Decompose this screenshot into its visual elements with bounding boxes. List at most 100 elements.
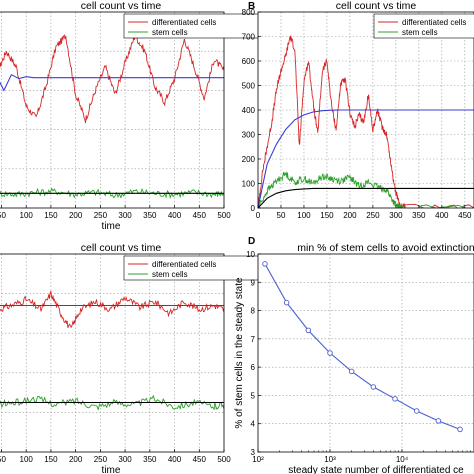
x-tick-label: 300 [118,211,132,220]
legend-box [123,255,263,281]
x-tick-label: 300 [389,211,403,220]
x-tick-label: 250 [94,211,108,220]
x-tick-label: 100 [20,211,34,220]
x-tick-label: 350 [143,455,157,464]
chart-panel-c: 50 100 150 200 250 300 350 400 450 500 cell count … [0,242,263,474]
legend-label: stem cells [152,270,188,279]
x-tick-label: 450 [458,211,472,220]
x-tick-label: 10³ [324,455,336,464]
x-tick-label: 200 [69,455,83,464]
data-point [262,261,268,267]
data-point [457,426,463,433]
series-line-1 [264,263,461,430]
plot-frame [0,253,225,453]
y-tick-label: 100 [242,180,256,189]
data-point [435,418,442,424]
chart-panel-b: 0 50 100 150 200 250 300 350 400 450 0 100 200 300 400… [242,0,474,220]
x-tick-label: 50 [277,211,286,220]
chart-title: cell count vs time [336,0,417,12]
y-tick-label: 200 [242,155,256,164]
x-tick-label: 400 [168,211,182,220]
legend-label: stem cells [152,28,188,37]
x-tick-label: 500 [217,211,231,220]
x-tick-label: 150 [44,455,58,464]
x-tick-label: 350 [412,211,426,220]
data-point [413,408,420,414]
x-tick-label: 450 [193,211,207,220]
series-line-2 [258,171,474,208]
x-axis-label: time [102,465,121,474]
x-tick-label: 10⁴ [396,455,409,464]
series-line-4 [258,187,474,208]
x-tick-label: 350 [143,211,157,220]
y-tick-label: 5 [251,391,256,400]
plot-area [0,12,224,208]
data-point [392,396,398,402]
x-tick-label: 150 [320,211,334,220]
y-tick-label: 400 [242,106,256,115]
chart-title: cell count vs time [81,0,162,12]
y-axis-label: % of stem cells in the steady state [234,277,245,429]
data-point [327,350,333,356]
x-tick-label: 50 [0,211,6,220]
y-tick-label: 6 [251,363,256,372]
chart-panel-a: 50 100 150 200 250 300 350 400 450 500 cell count … [0,0,263,232]
legend-box [123,13,263,39]
legend-box [373,13,474,39]
plot-frame [0,11,225,209]
x-tick-label: 400 [435,211,449,220]
series-line-2 [0,394,224,411]
series-group [262,261,463,433]
x-tick-label: 250 [94,455,108,464]
y-tick-label: 0 [251,204,256,213]
y-tick-label: 4 [251,420,256,429]
series-line-3 [258,109,474,208]
legend-label: differentiated cells [402,18,466,27]
legend-label: stem cells [402,28,438,37]
x-tick-label: 200 [343,211,357,220]
data-point [348,368,355,375]
y-tick-label: 9 [251,278,256,287]
series-group [258,35,474,208]
x-tick-label: 300 [118,455,132,464]
x-tick-label: 100 [297,211,311,220]
plot-area [0,254,224,452]
y-tick-label: 3 [251,448,256,457]
x-tick-label: 100 [20,455,34,464]
x-axis-label: steady state number of differentiated ce [288,465,464,474]
legend-label: differentiated cells [152,260,216,269]
legend-label: differentiated cells [152,18,216,27]
x-tick-label: 50 [0,455,6,464]
series-line-1 [258,35,474,208]
x-tick-label: 250 [366,211,380,220]
panel-letter: B [248,1,255,12]
x-tick-label: 0 [256,211,261,220]
data-point [370,384,377,390]
data-point [283,299,290,306]
x-tick-label: 200 [69,211,83,220]
y-tick-label: 800 [242,8,256,17]
data-point [305,327,312,334]
chart-title: cell count vs time [81,242,162,254]
series-group [0,290,224,411]
y-tick-label: 300 [242,131,256,140]
chart-title: min % of stem cells to avoid extinction [297,242,474,254]
panel-letter: D [248,236,255,247]
x-tick-label: 400 [168,455,182,464]
y-tick-label: 7 [251,335,256,344]
y-tick-label: 700 [242,33,256,42]
series-line-3 [0,73,224,92]
y-tick-label: 8 [251,307,256,316]
x-tick-label: 500 [217,455,231,464]
y-tick-label: 500 [242,82,256,91]
x-tick-label: 10² [252,455,264,464]
y-tick-label: 600 [242,57,256,66]
x-tick-label: 450 [193,455,207,464]
series-line-1 [0,33,224,124]
y-tick-label: 10 [246,250,255,259]
x-axis-label: time [102,221,121,232]
